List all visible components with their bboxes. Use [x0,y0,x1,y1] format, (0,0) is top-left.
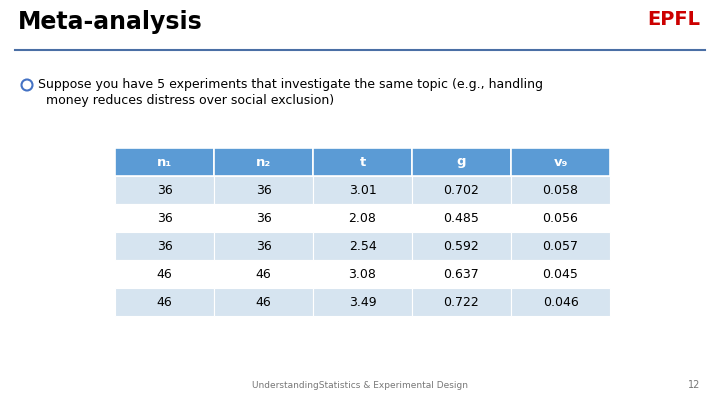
FancyBboxPatch shape [313,204,412,232]
Text: 3.49: 3.49 [348,296,377,309]
Text: Meta-analysis: Meta-analysis [18,10,203,34]
Text: 36: 36 [157,211,172,224]
Text: Suppose you have 5 experiments that investigate the same topic (e.g., handling: Suppose you have 5 experiments that inve… [38,78,543,91]
Text: v₉: v₉ [553,156,567,168]
FancyBboxPatch shape [412,260,511,288]
Text: 36: 36 [157,183,172,196]
FancyBboxPatch shape [412,148,511,176]
FancyBboxPatch shape [115,232,214,260]
FancyBboxPatch shape [214,204,313,232]
FancyBboxPatch shape [511,176,610,204]
FancyBboxPatch shape [214,176,313,204]
Text: 2.08: 2.08 [348,211,377,224]
Text: 0.722: 0.722 [444,296,480,309]
FancyBboxPatch shape [115,148,214,176]
Text: 36: 36 [256,183,271,196]
Text: 36: 36 [157,239,172,252]
FancyBboxPatch shape [412,232,511,260]
Text: 46: 46 [256,296,271,309]
Text: 0.046: 0.046 [543,296,578,309]
Text: 0.637: 0.637 [444,267,480,281]
FancyBboxPatch shape [115,204,214,232]
FancyBboxPatch shape [511,204,610,232]
Text: money reduces distress over social exclusion): money reduces distress over social exclu… [38,94,334,107]
Text: 46: 46 [157,267,172,281]
FancyBboxPatch shape [214,232,313,260]
Text: 3.01: 3.01 [348,183,377,196]
FancyBboxPatch shape [412,204,511,232]
FancyBboxPatch shape [214,288,313,316]
Text: 0.485: 0.485 [444,211,480,224]
FancyBboxPatch shape [412,288,511,316]
FancyBboxPatch shape [511,232,610,260]
FancyBboxPatch shape [313,288,412,316]
Text: 0.056: 0.056 [543,211,578,224]
Text: 3.08: 3.08 [348,267,377,281]
FancyBboxPatch shape [313,176,412,204]
Text: 36: 36 [256,239,271,252]
Text: UnderstandingStatistics & Experimental Design: UnderstandingStatistics & Experimental D… [252,381,468,390]
Text: g: g [456,156,467,168]
FancyBboxPatch shape [511,260,610,288]
FancyBboxPatch shape [313,148,412,176]
Text: 0.702: 0.702 [444,183,480,196]
FancyBboxPatch shape [115,260,214,288]
Text: 0.592: 0.592 [444,239,480,252]
Text: n₁: n₁ [157,156,172,168]
FancyBboxPatch shape [313,232,412,260]
FancyBboxPatch shape [214,148,313,176]
FancyBboxPatch shape [511,148,610,176]
Text: 12: 12 [688,380,700,390]
Text: 36: 36 [256,211,271,224]
Text: 2.54: 2.54 [348,239,377,252]
FancyBboxPatch shape [115,288,214,316]
Text: 0.058: 0.058 [542,183,578,196]
Text: t: t [359,156,366,168]
Text: n₂: n₂ [256,156,271,168]
FancyBboxPatch shape [313,260,412,288]
Text: 0.045: 0.045 [543,267,578,281]
FancyBboxPatch shape [412,176,511,204]
Text: 0.057: 0.057 [542,239,578,252]
FancyBboxPatch shape [214,260,313,288]
FancyBboxPatch shape [115,176,214,204]
Text: 46: 46 [157,296,172,309]
Text: EPFL: EPFL [647,10,700,29]
FancyBboxPatch shape [511,288,610,316]
Text: 46: 46 [256,267,271,281]
